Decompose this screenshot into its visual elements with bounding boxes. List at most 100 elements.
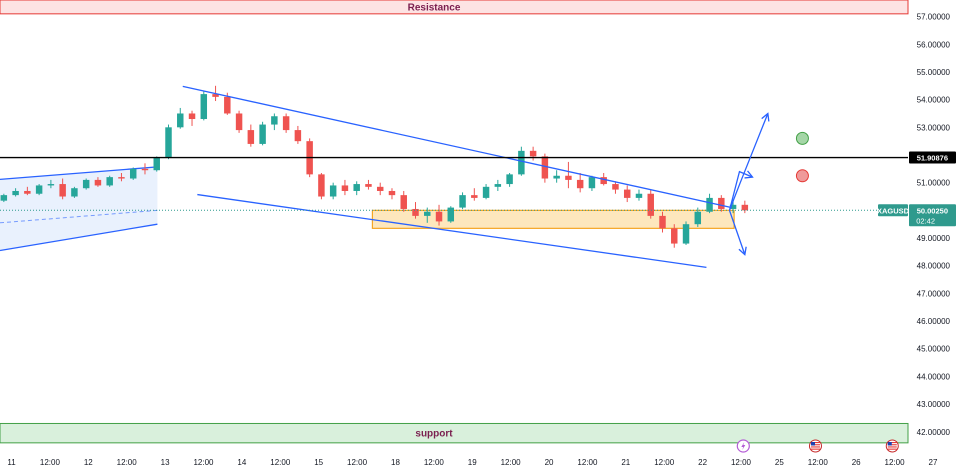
flag-stripe [887,448,897,450]
projection-arrow-side [728,170,753,211]
time-tick-label: 26 [852,458,861,467]
candle-body [424,211,431,216]
candle-body [541,156,549,179]
candle-body [588,177,596,189]
candle-body [47,184,55,186]
candle-body [224,96,231,114]
candle-body [341,185,349,191]
candle-body [718,197,725,209]
candle-body [200,94,208,120]
candle-body [212,94,219,97]
candle-body [118,177,125,179]
time-tick-label: 18 [391,458,400,467]
candle-body [682,224,690,244]
price-tick-label: 42.00000 [917,428,951,437]
candle-body [576,179,584,189]
resistance-label: Resistance [408,2,461,13]
time-tick-label: 12:00 [117,458,138,467]
time-tick-label: 12:00 [270,458,291,467]
flag-stripe [810,446,820,448]
price-tick-label: 44.00000 [917,372,951,381]
current-price-value: 50.00250 [917,206,948,215]
candle-body [494,184,502,187]
price-tick-label: 53.00000 [917,123,951,132]
candle-body [706,197,713,212]
price-tick-label: 47.00000 [917,289,951,298]
candle-body [471,195,478,198]
time-tick-label: 12:00 [193,458,214,467]
flag-stripe [887,444,897,446]
price-tick-label: 46.00000 [917,317,951,326]
candle-body [506,174,513,185]
price-tick-label: 45.00000 [917,345,951,354]
red-target-marker [795,169,809,183]
key-level-price: 51.90876 [917,154,948,163]
candle-body [694,211,702,225]
current-price-badge [909,204,956,227]
candle-body [153,157,160,171]
time-tick-label: 25 [775,458,784,467]
candle-body [71,188,78,197]
time-axis[interactable]: 11 12:00 12 12:00 13 12:00 14 12:00 15 12:00 18 12:… [7,458,938,467]
time-tick-label: 12:00 [577,458,598,467]
green-target-marker [795,131,809,145]
arrow-head [761,112,770,122]
candle-body [435,211,443,222]
candle-body [106,177,113,186]
candle-body [553,175,560,179]
candle-body [235,113,243,131]
time-tick-label: 12:00 [731,458,752,467]
flag-canton [887,442,892,446]
candle-body [35,185,43,194]
support-zone [0,422,909,444]
price-tick-label: 51.00000 [917,179,951,188]
candle-body [376,186,384,191]
candle-body [600,177,607,185]
falling-channel-lower [197,193,707,269]
candle-body [282,116,290,131]
candle-body [353,184,360,191]
candle-body [529,150,537,157]
us-flag-icon [885,439,899,453]
candle-body [635,193,643,198]
candle-body [82,179,90,189]
symbol-badge [878,204,908,217]
time-tick-label: 14 [237,458,246,467]
candle-body [659,215,666,229]
left-channel-mid [0,209,158,224]
flag-stripe [810,442,820,444]
time-tick-label: 19 [468,458,477,467]
arrow-head [744,170,754,179]
candle-body [647,193,654,216]
price-tick-label: 54.00000 [917,96,951,105]
left-channel-lower [0,223,158,252]
price-tick-label: 49.00000 [917,234,951,243]
candle-body [447,207,455,222]
flag-stripe [887,446,897,448]
price-tick-label: 43.00000 [917,400,951,409]
candle-body [518,150,525,175]
time-tick-label: 22 [698,458,707,467]
events-layer[interactable] [736,439,899,453]
time-tick-label: 11 [7,458,16,467]
time-tick-label: 13 [161,458,170,467]
time-tick-label: 12:00 [424,458,445,467]
lightning-bolt [741,442,746,450]
candle-body [741,204,749,211]
candle-body [623,189,631,198]
projection-arrow-up [728,113,769,211]
time-tick-label: 21 [621,458,630,467]
price-tick-label: 56.00000 [917,40,951,49]
candle-body [165,127,172,158]
support-label: support [415,429,453,440]
time-tick-label: 27 [929,458,938,467]
projection-arrow-down [728,210,746,255]
price-tick-label: 55.00000 [917,68,951,77]
candle-body [141,168,149,171]
candle-body [188,113,196,120]
candle-body [94,179,102,186]
time-tick-label: 12:00 [885,458,906,467]
candle-body [412,208,419,216]
